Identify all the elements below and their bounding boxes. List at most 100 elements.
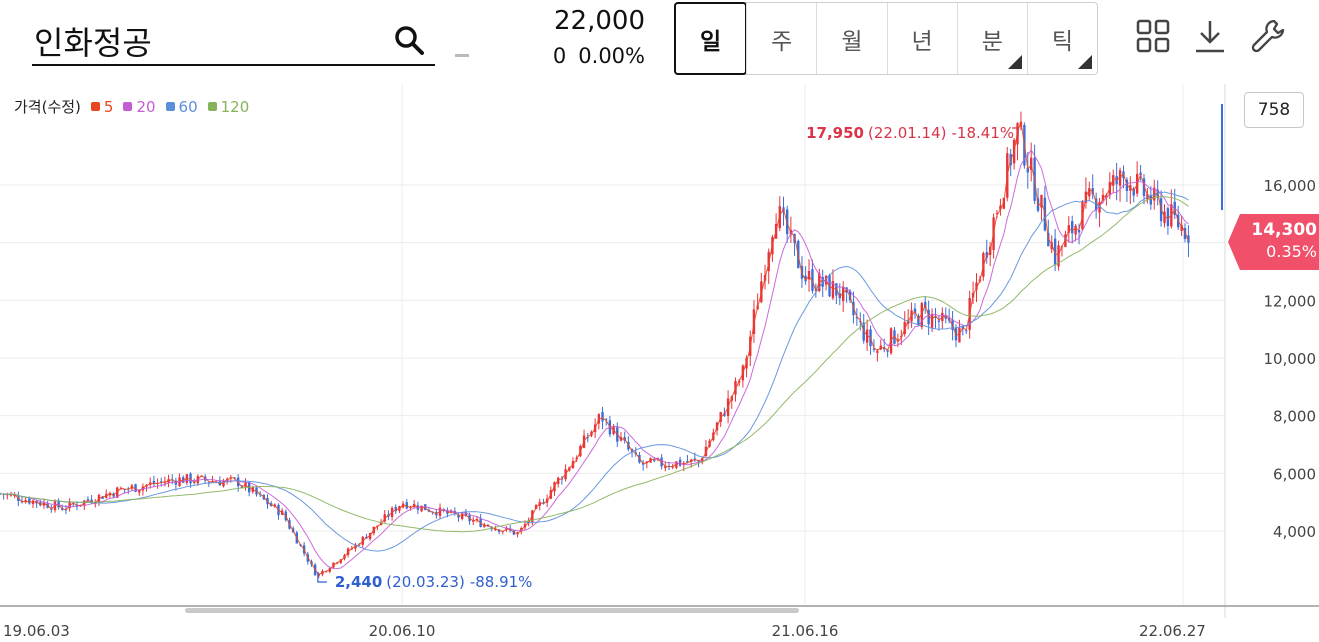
candle-body <box>108 493 112 496</box>
candle-body <box>896 339 900 342</box>
candle-body <box>664 466 667 469</box>
candlestick-chart[interactable]: 4,0006,0008,00010,00012,00014,00016,0001… <box>0 84 1319 642</box>
candle-body <box>1132 188 1135 196</box>
period-tab-label: 일 <box>700 28 722 55</box>
high-annotation: 17,950 (22.01.14) -18.41% <box>806 124 1014 142</box>
candle-body <box>824 275 828 285</box>
candle-body <box>1053 238 1057 265</box>
candle-body <box>9 494 13 496</box>
candle-body <box>464 512 468 516</box>
price-change: 0 0.00% <box>500 44 645 68</box>
candle-body <box>1101 194 1105 200</box>
chart-legend: 가격(수정) 5 20 60 120 <box>14 96 249 117</box>
candle-body <box>1057 245 1060 267</box>
search-icon[interactable] <box>393 24 425 56</box>
candle-body <box>913 308 917 314</box>
period-tab-5[interactable]: 틱 <box>1026 3 1097 74</box>
ma20-line <box>0 148 1189 570</box>
period-tab-2[interactable]: 월 <box>816 3 886 74</box>
candle-body <box>879 345 883 350</box>
candle-body <box>934 316 937 318</box>
candle-body <box>811 269 814 291</box>
period-tab-label: 년 <box>911 28 933 55</box>
legend-label: 가격(수정) <box>14 98 81 116</box>
candle-body <box>1002 197 1006 209</box>
candle-body <box>883 347 886 350</box>
search-input[interactable]: 인화정공 <box>34 24 152 62</box>
period-tab-0[interactable]: 일 <box>674 2 748 75</box>
candle-body <box>1088 188 1091 197</box>
candle-body <box>505 527 508 530</box>
last-price-tag: 14,300 0.35% <box>1228 214 1319 270</box>
y-tick-label: 10,000 <box>1264 350 1317 368</box>
candle-body <box>1026 167 1029 173</box>
legend-ma60-swatch <box>165 102 175 111</box>
candle-body <box>653 459 656 461</box>
x-tick-label: 19.06.03 <box>3 622 70 640</box>
candle-body <box>420 505 423 512</box>
change-value: 0 <box>552 44 567 68</box>
legend-ma5[interactable]: 5 <box>90 98 113 116</box>
volume-badge[interactable]: 758 <box>1244 92 1304 128</box>
legend-ma20-swatch <box>123 102 133 111</box>
last-price-value: 14,300 <box>1251 220 1317 240</box>
candle-body <box>920 303 924 328</box>
candle-body <box>842 287 845 302</box>
candle-body <box>86 499 90 501</box>
stock-search-box[interactable]: 인화정공 <box>32 14 435 66</box>
candle-body <box>686 460 689 463</box>
candle-body <box>1112 175 1115 186</box>
candle-body <box>101 496 104 499</box>
candle-body <box>675 461 678 468</box>
candle-body <box>876 350 879 353</box>
x-tick-label: 21.06.16 <box>772 622 839 640</box>
candle-body <box>1180 224 1183 231</box>
legend-ma120[interactable]: 120 <box>207 98 249 116</box>
period-tab-label: 틱 <box>1051 28 1074 55</box>
candle-body <box>1187 235 1190 243</box>
candle-body <box>586 437 589 439</box>
candle-body <box>1071 221 1074 234</box>
period-tab-1[interactable]: 주 <box>746 3 816 74</box>
candle-body <box>1118 170 1122 186</box>
candle-body <box>17 496 20 502</box>
candle-body <box>134 484 137 492</box>
candle-body <box>28 498 31 504</box>
y-tick-label: 16,000 <box>1264 177 1317 195</box>
candle-body <box>927 309 930 325</box>
candle-body <box>999 205 1002 210</box>
grid-layout-icon[interactable] <box>1135 18 1171 54</box>
last-price-percent: 0.35% <box>1266 242 1317 261</box>
high-pct: -18.41% <box>952 124 1015 142</box>
candle-body <box>821 277 824 287</box>
legend-ma5-swatch <box>90 102 100 111</box>
x-tick-label: 20.06.10 <box>369 622 436 640</box>
candle-body <box>1098 202 1101 213</box>
wrench-icon[interactable] <box>1250 18 1286 54</box>
candle-body <box>605 419 608 421</box>
dropdown-corner-icon[interactable] <box>1007 55 1022 69</box>
chart-scrollbar[interactable] <box>185 608 799 613</box>
candle-body <box>119 488 123 490</box>
candle-body <box>917 315 920 325</box>
candle-body <box>1183 228 1187 240</box>
candle-body <box>160 481 163 483</box>
y-tick-label: 4,000 <box>1273 523 1316 541</box>
price-chart[interactable]: 4,0006,0008,00010,00012,00014,00016,0001… <box>0 84 1319 642</box>
candle-body <box>1029 157 1033 171</box>
period-tab-4[interactable]: 분 <box>956 3 1027 74</box>
candle-body <box>937 320 941 322</box>
candle-body <box>1166 208 1170 226</box>
minus-icon <box>455 54 469 57</box>
candle-body <box>13 495 16 497</box>
period-tab-3[interactable]: 년 <box>886 3 957 74</box>
current-price: 22,000 <box>554 6 645 36</box>
candle-body <box>1105 195 1108 198</box>
legend-ma60[interactable]: 60 <box>165 98 198 116</box>
legend-ma20[interactable]: 20 <box>123 98 156 116</box>
candle-body <box>975 282 978 290</box>
candle-body <box>1067 225 1070 233</box>
header: 인화정공 22,000 0 0.00% 일 주 월 년 분 틱 <box>0 0 1319 80</box>
download-icon[interactable] <box>1192 18 1228 54</box>
dropdown-corner-icon[interactable] <box>1078 55 1093 69</box>
